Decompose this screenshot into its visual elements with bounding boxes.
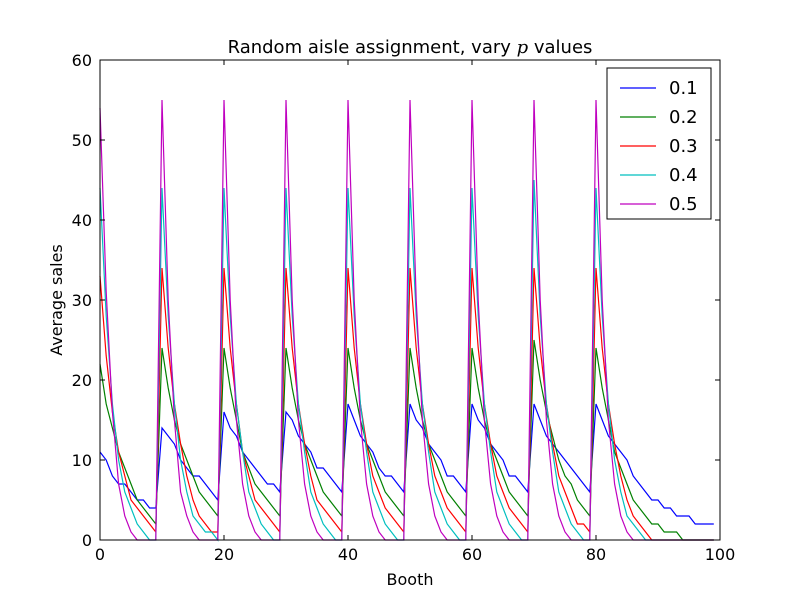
y-tick-label: 40 (72, 211, 92, 230)
series-line-4 (99, 179, 714, 542)
x-tick-label: 0 (95, 545, 105, 564)
x-tick-label: 20 (214, 545, 234, 564)
y-tick-label: 60 (72, 51, 92, 70)
axis-ticks: 0 20 40 60 80 100 0 10 20 30 40 50 60 (72, 51, 736, 564)
x-tick-label: 40 (338, 545, 358, 564)
x-tick-label: 60 (462, 545, 482, 564)
legend-label: 0.1 (669, 78, 698, 99)
legend-label: 0.3 (669, 136, 698, 157)
y-tick-label: 30 (72, 291, 92, 310)
y-tick-label: 10 (72, 451, 92, 470)
legend-box (606, 67, 712, 220)
x-tick-label: 100 (705, 545, 736, 564)
chart-title: Random aisle assignment, vary p values (228, 37, 593, 58)
legend-label: 0.4 (669, 165, 698, 186)
x-axis-label: Booth (387, 570, 434, 589)
plot-lines (99, 99, 714, 542)
chart-title-italic: p (517, 37, 529, 58)
y-tick-label: 20 (72, 371, 92, 390)
y-axis-label: Average sales (47, 244, 66, 356)
legend-label: 0.5 (669, 194, 698, 215)
legend-label: 0.2 (669, 107, 698, 128)
y-tick-label: 0 (82, 531, 92, 550)
x-tick-label: 80 (586, 545, 606, 564)
series-line-3 (99, 267, 714, 541)
y-tick-label: 50 (72, 131, 92, 150)
legend: 0.1 0.2 0.3 0.4 0.5 (606, 67, 712, 220)
